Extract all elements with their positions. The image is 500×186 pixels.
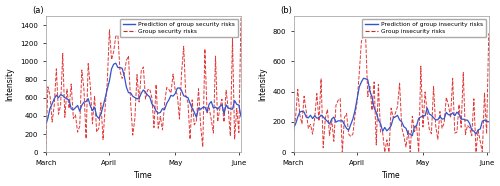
Y-axis label: Intensity: Intensity (258, 67, 267, 101)
Y-axis label: Intensity: Intensity (6, 67, 15, 101)
X-axis label: Time: Time (134, 171, 152, 180)
Legend: Prediction of group security risks, Group security risks: Prediction of group security risks, Grou… (120, 19, 238, 37)
X-axis label: Time: Time (382, 171, 400, 180)
Text: (b): (b) (280, 6, 291, 15)
Legend: Prediction of group insecurity risks, Group insecurity risks: Prediction of group insecurity risks, Gr… (362, 19, 486, 37)
Text: (a): (a) (32, 6, 44, 15)
